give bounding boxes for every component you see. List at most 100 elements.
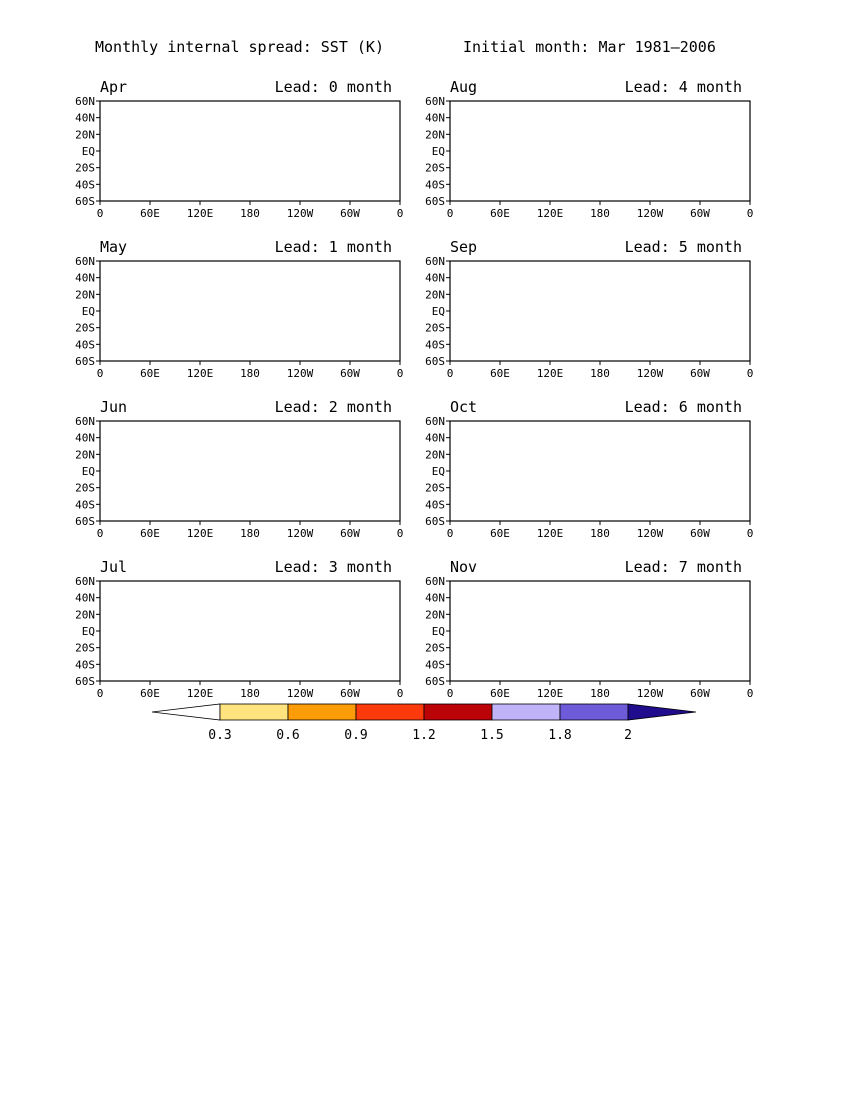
- colorbar-swatch: [355, 703, 425, 721]
- ocean-field: [450, 581, 750, 681]
- lon-tick-label: 0: [397, 527, 404, 540]
- lat-tick-label: EQ: [82, 305, 95, 318]
- lat-tick-label: 60S: [425, 195, 445, 208]
- lat-tick-label: 20S: [75, 642, 95, 655]
- lat-tick-label: 40S: [425, 178, 445, 191]
- lat-tick-label: 40N: [425, 112, 445, 125]
- lon-tick-label: 0: [747, 207, 754, 220]
- lat-tick-label: 40S: [75, 338, 95, 351]
- panel-month: Oct: [450, 398, 477, 416]
- panel-month: Jul: [100, 558, 127, 576]
- lat-tick-label: EQ: [432, 145, 445, 158]
- lat-tick-label: 40N: [425, 272, 445, 285]
- initial-month-label: Initial month: Mar 1981–2006: [463, 38, 716, 56]
- lat-tick-label: EQ: [432, 625, 445, 638]
- lat-tick-label: EQ: [82, 625, 95, 638]
- colorbar-swatch: [491, 703, 561, 721]
- lat-tick-label: 60N: [75, 255, 95, 268]
- panel-month: Apr: [100, 78, 127, 96]
- ocean-field: [450, 261, 750, 361]
- colorbar-tick-label: 0.6: [276, 728, 299, 743]
- lat-tick-label: 20S: [425, 162, 445, 175]
- panel-lead: Lead: 3 month: [275, 558, 392, 576]
- lat-tick-label: 20S: [425, 322, 445, 335]
- coastlines: [100, 261, 400, 355]
- low-spread-areas: [100, 607, 404, 681]
- lon-tick-label: 60E: [490, 687, 510, 700]
- lon-tick-label: 180: [240, 207, 260, 220]
- lat-tick-label: EQ: [432, 305, 445, 318]
- lon-tick-label: 60W: [340, 367, 360, 380]
- high-spread-areas: [136, 423, 394, 476]
- panel-lead: Lead: 0 month: [275, 78, 392, 96]
- ocean-field: [100, 261, 400, 361]
- lat-tick-label: 40S: [425, 338, 445, 351]
- lat-tick-label: 60N: [75, 575, 95, 588]
- coastlines: [450, 261, 750, 355]
- lat-tick-label: 60S: [425, 515, 445, 528]
- panel-frame: [449, 100, 751, 202]
- colorbar-swatch: [559, 703, 629, 721]
- high-spread-areas: [136, 263, 392, 287]
- lon-tick-label: 120E: [187, 687, 214, 700]
- lat-tick-label: 20N: [425, 448, 445, 461]
- colorbar-tick-label: 0.9: [344, 728, 367, 743]
- colorbar-swatch: [627, 703, 697, 721]
- panel-month: May: [100, 238, 127, 256]
- lon-tick-label: 120W: [637, 367, 664, 380]
- lon-tick-label: 0: [447, 687, 454, 700]
- lon-tick-label: 180: [240, 367, 260, 380]
- lon-tick-label: 0: [97, 527, 104, 540]
- lat-tick-label: 40N: [75, 432, 95, 445]
- lat-tick-label: 60N: [425, 95, 445, 108]
- lon-tick-label: 180: [240, 527, 260, 540]
- panel-month: Jun: [100, 398, 127, 416]
- panel-frame: [99, 420, 401, 522]
- gridlines: [100, 261, 400, 361]
- coastlines: [450, 421, 750, 515]
- panel-frame: [449, 260, 751, 362]
- lat-tick-label: 40N: [75, 112, 95, 125]
- lat-tick-label: 20S: [425, 642, 445, 655]
- lat-tick-label: 40S: [75, 658, 95, 671]
- lon-tick-label: 60W: [690, 527, 710, 540]
- lon-tick-label: 0: [97, 367, 104, 380]
- colorbar-swatch: [151, 703, 221, 721]
- lat-tick-label: 60N: [75, 415, 95, 428]
- lon-tick-label: 180: [590, 687, 610, 700]
- panel-lead: Lead: 5 month: [625, 238, 742, 256]
- lon-tick-label: 120W: [637, 527, 664, 540]
- lon-tick-label: 120E: [537, 687, 564, 700]
- coastlines: [100, 421, 400, 515]
- lon-tick-label: 120W: [287, 207, 314, 220]
- lon-tick-label: 0: [97, 207, 104, 220]
- lat-tick-label: 60S: [75, 515, 95, 528]
- colorbar-tick-label: 1.2: [412, 728, 435, 743]
- gridlines: [100, 581, 400, 681]
- lat-tick-label: 60N: [425, 415, 445, 428]
- lon-tick-label: 60E: [140, 367, 160, 380]
- lat-tick-label: 20N: [425, 608, 445, 621]
- colorbar-tick-label: 1.5: [480, 728, 503, 743]
- lon-tick-label: 60E: [140, 527, 160, 540]
- lat-tick-label: 60S: [75, 355, 95, 368]
- low-spread-areas: [450, 127, 754, 201]
- colorbar: 0.3 0.6 0.9 1.2 1.5 1.8 2: [151, 703, 697, 743]
- high-spread-areas: [486, 261, 750, 318]
- lon-tick-label: 60W: [340, 527, 360, 540]
- lat-tick-label: 20N: [75, 288, 95, 301]
- lat-tick-label: 60S: [75, 675, 95, 688]
- lon-tick-label: 60E: [490, 527, 510, 540]
- coastlines: [100, 581, 400, 675]
- lon-tick-label: 120E: [537, 207, 564, 220]
- lon-tick-label: 0: [397, 207, 404, 220]
- panel-lead: Lead: 6 month: [625, 398, 742, 416]
- panel-frame: [99, 260, 401, 362]
- ocean-field: [100, 421, 400, 521]
- lat-tick-label: 40N: [425, 592, 445, 605]
